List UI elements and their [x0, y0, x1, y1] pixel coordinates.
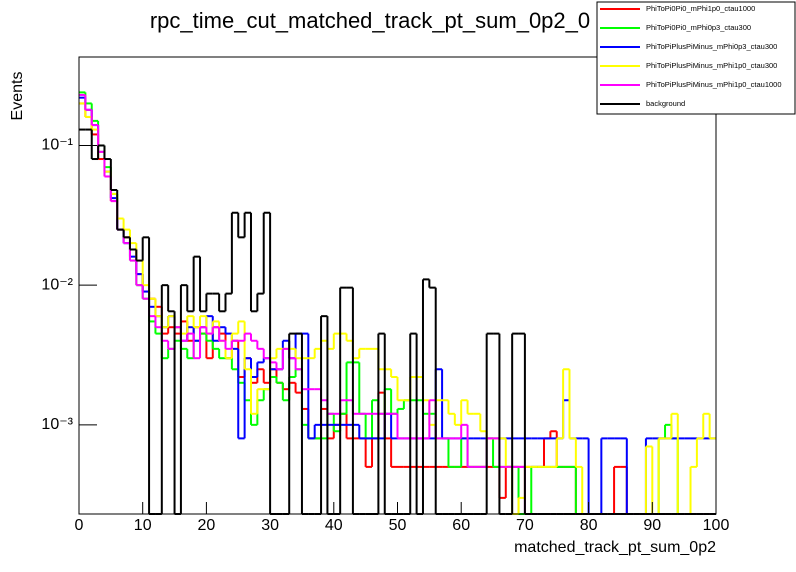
legend: PhiToPi0Pi0_mPhi1p0_ctau1000 PhiToPi0Pi0_… [596, 1, 796, 115]
x-tick-label: 0 [75, 517, 84, 534]
legend-label: PhiToPi0Pi0_mPhi1p0_ctau1000 [646, 4, 755, 13]
legend-label: PhiToPiPlusPiMinus_mPhi1p0_ctau300 [646, 61, 777, 70]
y-tick-label: 10⁻¹ [41, 137, 73, 154]
x-tick-label: 20 [198, 517, 216, 534]
y-tick-label: 10⁻³ [41, 416, 73, 433]
x-tick-label: 100 [703, 517, 730, 534]
legend-label: PhiToPiPlusPiMinus_mPhi0p3_ctau300 [646, 42, 777, 51]
y-tick-label: 10⁻² [41, 276, 73, 293]
x-tick-label: 10 [134, 517, 152, 534]
legend-box [596, 1, 796, 115]
x-tick-label: 40 [325, 517, 343, 534]
x-tick-label: 90 [643, 517, 661, 534]
series [79, 128, 716, 515]
x-tick-label: 80 [580, 517, 598, 534]
legend-label: PhiToPiPlusPiMinus_mPhi1p0_ctau1000 [646, 80, 782, 89]
x-tick-label: 30 [261, 517, 279, 534]
x-tick-label: 50 [389, 517, 407, 534]
x-tick-label: 60 [452, 517, 470, 534]
x-tick-label: 70 [516, 517, 534, 534]
chart-title: rpc_time_cut_matched_track_pt_sum_0p2_0 [150, 8, 590, 33]
legend-label: background [646, 99, 685, 108]
y-axis-label: Events [9, 72, 26, 121]
legend-label: PhiToPi0Pi0_mPhi0p3_ctau300 [646, 23, 751, 32]
x-axis-label: matched_track_pt_sum_0p2 [514, 539, 716, 556]
